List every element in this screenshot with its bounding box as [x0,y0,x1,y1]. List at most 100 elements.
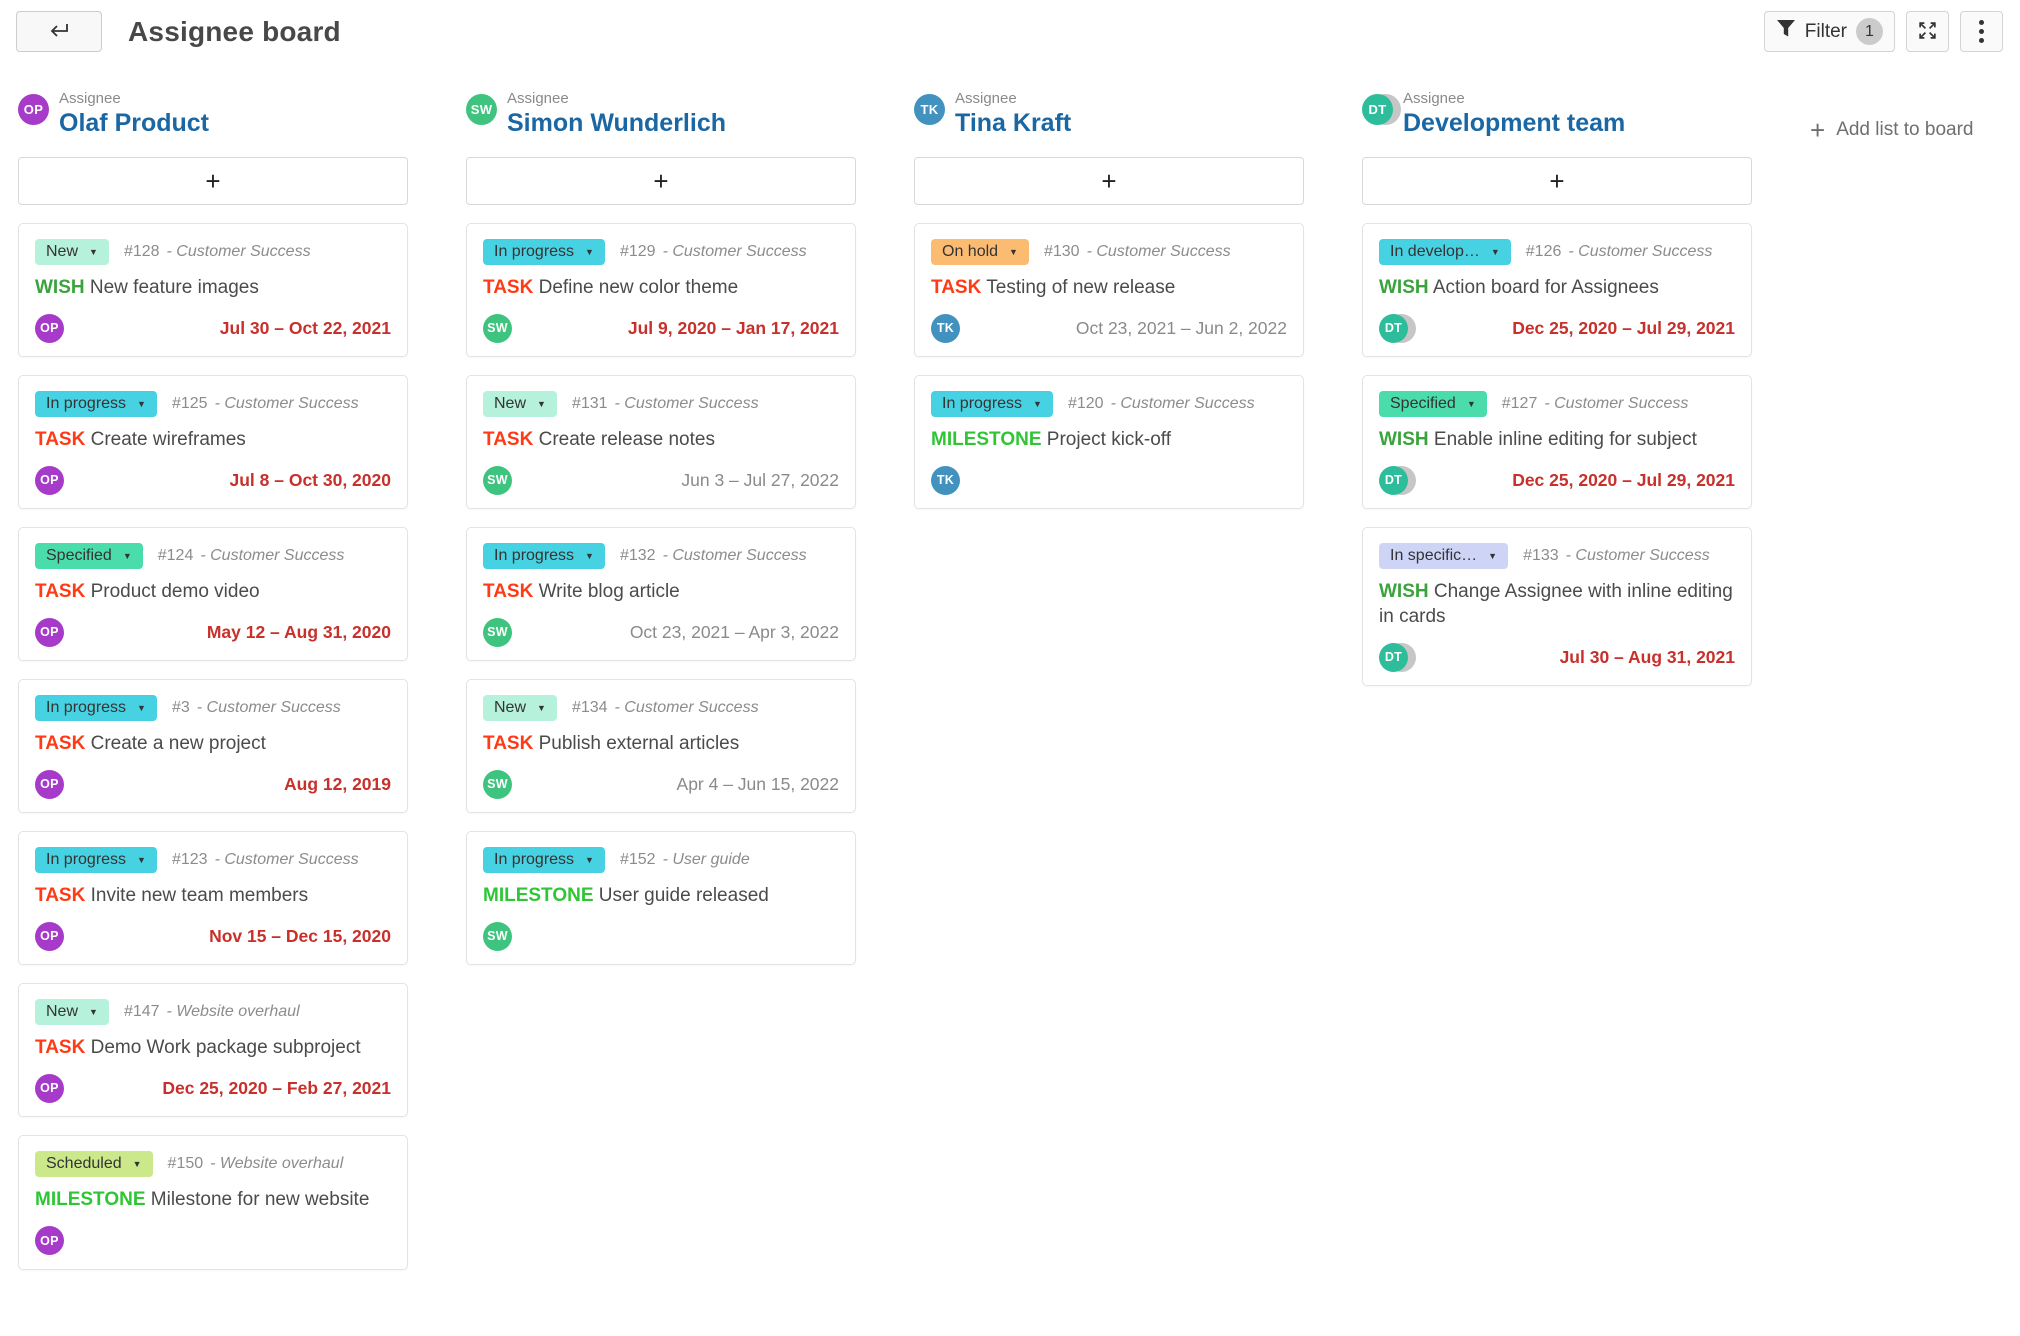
add-card-button[interactable]: + [914,157,1304,205]
status-label: In progress [46,395,127,413]
work-package-id: #124 [157,547,194,565]
status-badge[interactable]: Specified ▼ [1379,391,1487,418]
work-package-type: TASK [483,733,534,755]
work-package-id: #130 [1043,243,1080,260]
project-name: - User guide [662,851,750,869]
card-assignee-avatar: SW [483,617,512,647]
card-footer: SW Jul 9, 2020 – Jan 17, 2021 [483,313,839,343]
card-footer: OP Jul 30 – Oct 22, 2021 [35,313,391,343]
work-package-card[interactable]: In progress ▼ #132 - Customer Success TA… [466,527,856,662]
card-title[interactable]: TASK Invite new team members [35,883,391,908]
status-label: New [494,699,527,717]
status-badge[interactable]: In progress ▼ [931,391,1053,418]
work-package-type: TASK [931,277,982,298]
fullscreen-button[interactable] [1906,11,1949,52]
status-badge[interactable]: In progress ▼ [483,847,605,874]
add-card-button[interactable]: + [1362,157,1752,205]
card-title[interactable]: MILESTONE Project kick-off [931,427,1287,452]
filter-button[interactable]: Filter 1 [1763,11,1895,52]
work-package-card[interactable]: Scheduled ▼ #150 - Website overhaul MILE… [18,1135,408,1270]
work-package-card[interactable]: New ▼ #128 - Customer Success WISH New f… [18,223,408,358]
card-title[interactable]: WISH Enable inline editing for subject [1379,427,1735,452]
status-badge[interactable]: In progress ▼ [35,695,157,722]
work-package-id: #133 [1523,547,1559,565]
work-package-id: #129 [619,243,656,260]
kebab-menu-icon [1979,20,1984,43]
status-badge[interactable]: On hold ▼ [931,239,1029,265]
work-package-card[interactable]: In progress ▼ #129 - Customer Success TA… [466,223,856,358]
work-package-subject: User guide released [598,885,769,907]
work-package-card[interactable]: In progress ▼ #125 - Customer Success TA… [18,375,408,510]
work-package-card[interactable]: Specified ▼ #124 - Customer Success TASK… [18,527,408,662]
project-name: - Customer Success [1086,243,1231,260]
card-list: New ▼ #128 - Customer Success WISH New f… [18,223,408,1270]
work-package-card[interactable]: Specified ▼ #127 - Customer Success WISH… [1362,375,1752,510]
assignee-label: Assignee [1403,90,1465,107]
card-title[interactable]: TASK Demo Work package subproject [35,1035,391,1060]
card-title[interactable]: TASK Testing of new release [931,275,1287,300]
status-badge[interactable]: New ▼ [483,391,557,418]
card-title[interactable]: MILESTONE Milestone for new website [35,1187,391,1212]
more-options-button[interactable] [1960,11,2003,52]
toolbar-actions: Filter 1 [1763,11,2003,52]
status-badge[interactable]: New ▼ [35,239,109,265]
status-badge[interactable]: New ▼ [483,695,557,722]
card-title[interactable]: TASK Product demo video [35,579,391,604]
work-package-card[interactable]: New ▼ #134 - Customer Success TASK Publi… [466,679,856,814]
card-title[interactable]: WISH New feature images [35,275,391,300]
status-badge[interactable]: New ▼ [35,999,109,1026]
back-button[interactable] [16,11,102,52]
assignee-name[interactable]: Olaf Product [59,109,210,137]
status-badge[interactable]: In develop… ▼ [1379,239,1511,265]
status-badge[interactable]: In specific… ▼ [1379,543,1509,570]
card-meta-row: In develop… ▼ #126 - Customer Success [1379,239,1735,265]
assignee-name[interactable]: Simon Wunderlich [507,109,726,137]
expand-icon [1917,20,1938,44]
work-package-subject: Demo Work package subproject [90,1037,361,1059]
card-title[interactable]: TASK Create release notes [483,427,839,452]
chevron-down-icon: ▼ [132,1159,142,1170]
work-package-card[interactable]: In specific… ▼ #133 - Customer Success W… [1362,527,1752,687]
assignee-label: Assignee [955,90,1017,107]
card-meta-row: On hold ▼ #130 - Customer Success [931,239,1287,265]
add-card-button[interactable]: + [18,157,408,205]
chevron-down-icon: ▼ [585,855,594,866]
status-label: Specified [1390,395,1456,413]
assignee-name[interactable]: Development team [1403,109,1626,137]
card-title[interactable]: MILESTONE User guide released [483,883,839,908]
card-footer: SW Apr 4 – Jun 15, 2022 [483,769,839,799]
work-package-card[interactable]: On hold ▼ #130 - Customer Success TASK T… [914,223,1304,358]
card-title[interactable]: TASK Publish external articles [483,731,839,756]
chevron-down-icon: ▼ [537,703,546,714]
status-badge[interactable]: Specified ▼ [35,543,143,570]
status-badge[interactable]: In progress ▼ [483,239,605,265]
work-package-card[interactable]: In progress ▼ #3 - Customer Success TASK… [18,679,408,814]
work-package-subject: Define new color theme [538,277,739,298]
add-list-button[interactable]: + Add list to board [1810,117,1974,143]
card-title[interactable]: WISH Action board for Assignees [1379,275,1735,300]
status-badge[interactable]: In progress ▼ [35,847,157,874]
status-label: In progress [942,395,1023,413]
add-card-button[interactable]: + [466,157,856,205]
work-package-card[interactable]: New ▼ #131 - Customer Success TASK Creat… [466,375,856,510]
work-package-card[interactable]: In progress ▼ #120 - Customer Success MI… [914,375,1304,510]
work-package-card[interactable]: In progress ▼ #152 - User guide MILESTON… [466,831,856,966]
status-badge[interactable]: Scheduled ▼ [35,1151,153,1178]
work-package-card[interactable]: In progress ▼ #123 - Customer Success TA… [18,831,408,966]
status-badge[interactable]: In progress ▼ [483,543,605,570]
card-title[interactable]: TASK Define new color theme [483,275,839,300]
column-header: OP Assignee Olaf Product [18,90,408,138]
assignee-name[interactable]: Tina Kraft [955,109,1072,137]
card-title[interactable]: TASK Create a new project [35,731,391,756]
work-package-card[interactable]: New ▼ #147 - Website overhaul TASK Demo … [18,983,408,1118]
work-package-subject: Project kick-off [1046,429,1172,451]
project-name: - Customer Success [214,851,359,869]
status-badge[interactable]: In progress ▼ [35,391,157,418]
card-title[interactable]: WISH Change Assignee with inline editing… [1379,579,1735,629]
work-package-card[interactable]: In develop… ▼ #126 - Customer Success WI… [1362,223,1752,358]
filter-count-badge: 1 [1856,18,1883,45]
funnel-icon [1776,19,1796,44]
card-meta-row: In progress ▼ #120 - Customer Success [931,391,1287,418]
card-title[interactable]: TASK Write blog article [483,579,839,604]
card-title[interactable]: TASK Create wireframes [35,427,391,452]
